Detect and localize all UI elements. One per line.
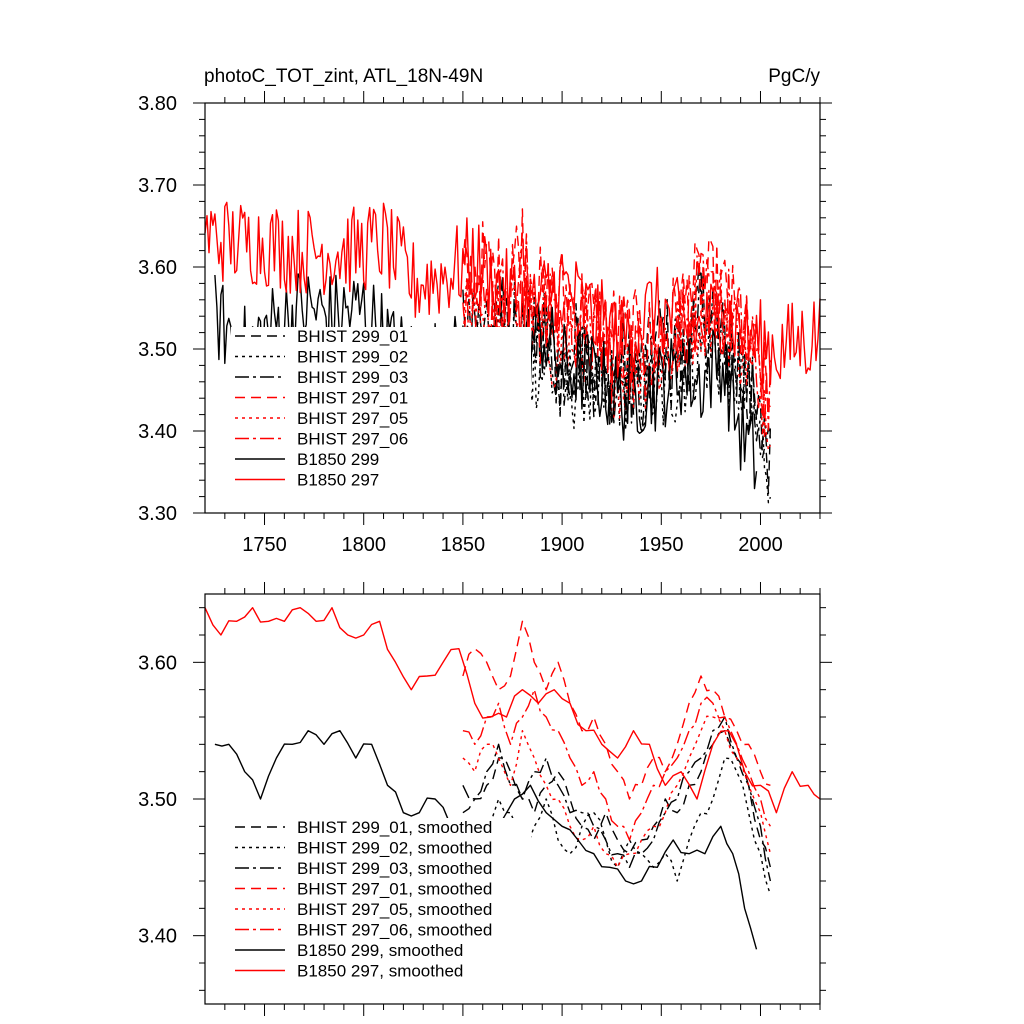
top-ytick-label: 3.70 [138, 175, 177, 197]
bottom-ytick-label: 3.60 [138, 652, 177, 674]
top-legend-label: BHIST 299_03 [297, 368, 408, 387]
bottom-legend-label: B1850 299, smoothed [297, 941, 463, 960]
bottom-legend: BHIST 299_01, smoothed BHIST 299_02, smoo… [231, 818, 531, 988]
top-ytick-label: 3.40 [138, 421, 177, 443]
top-legend-bg [231, 327, 531, 497]
bottom-plot-area [204, 607, 821, 950]
top-xtick-label: 2000 [738, 534, 783, 556]
bottom-series-b1850-297-smoothed [204, 607, 821, 814]
top-series-b1850-297 [204, 201, 821, 390]
top-panel: photoC_TOT_zint, ATL_18N-49N PgC/y 1750 1… [138, 66, 832, 556]
top-ytick-label: 3.60 [138, 257, 177, 279]
top-xtick-label: 1750 [242, 534, 287, 556]
bottom-panel: 3.403.503.60 BHIST 299_01, smoothedBHIST… [138, 582, 832, 1016]
bottom-series-bhist-297-01-smoothed [462, 620, 771, 800]
bottom-series-bhist-297-05-smoothed [462, 715, 772, 868]
top-legend-label: BHIST 299_02 [297, 348, 408, 367]
top-legend-label: B1850 299 [297, 450, 379, 469]
chart-units: PgC/y [768, 66, 820, 87]
bottom-ytick-label: 3.40 [138, 926, 177, 948]
bottom-legend-label: B1850 297, smoothed [297, 962, 463, 981]
bottom-ytick-label: 3.50 [138, 789, 177, 811]
top-xtick-label: 1850 [441, 534, 486, 556]
top-legend-label: B1850 297 [297, 471, 379, 490]
top-legend-label: BHIST 297_06 [297, 430, 408, 449]
top-legend-label: BHIST 299_01 [297, 327, 408, 346]
chart-title: photoC_TOT_zint, ATL_18N-49N [204, 66, 483, 87]
top-plot-frame [204, 102, 821, 514]
top-ytick-label: 3.30 [138, 503, 177, 525]
bottom-legend-label: BHIST 297_05, smoothed [297, 900, 492, 919]
top-ytick-label: 3.80 [138, 93, 177, 115]
top-xtick-label: 1950 [639, 534, 684, 556]
top-ytick-label: 3.50 [138, 339, 177, 361]
bottom-series-bhist-297-06-smoothed [462, 689, 771, 841]
top-legend-label: BHIST 297_05 [297, 409, 408, 428]
top-xtick-label: 1900 [540, 534, 585, 556]
bottom-legend-label: BHIST 297_01, smoothed [297, 880, 492, 899]
bottom-legend-label: BHIST 299_02, smoothed [297, 839, 492, 858]
bottom-legend-bg [231, 818, 531, 988]
top-xtick-label: 1800 [341, 534, 386, 556]
bottom-legend-label: BHIST 297_06, smoothed [297, 921, 492, 940]
top-legend-label: BHIST 297_01 [297, 389, 408, 408]
bottom-legend-label: BHIST 299_03, smoothed [297, 859, 492, 878]
top-series-bhist-297-06 [462, 232, 772, 438]
top-axis-ticks: 1750 1800 1850 1900 1950 2000 3.30 3.40 3.50 3.60… [138, 91, 832, 556]
bottom-series-bhist-299-03-smoothed [462, 716, 772, 882]
bottom-axis-ticks: 3.40 3.50 3.60 [138, 582, 832, 1016]
bottom-legend-label: BHIST 299_01, smoothed [297, 818, 492, 837]
